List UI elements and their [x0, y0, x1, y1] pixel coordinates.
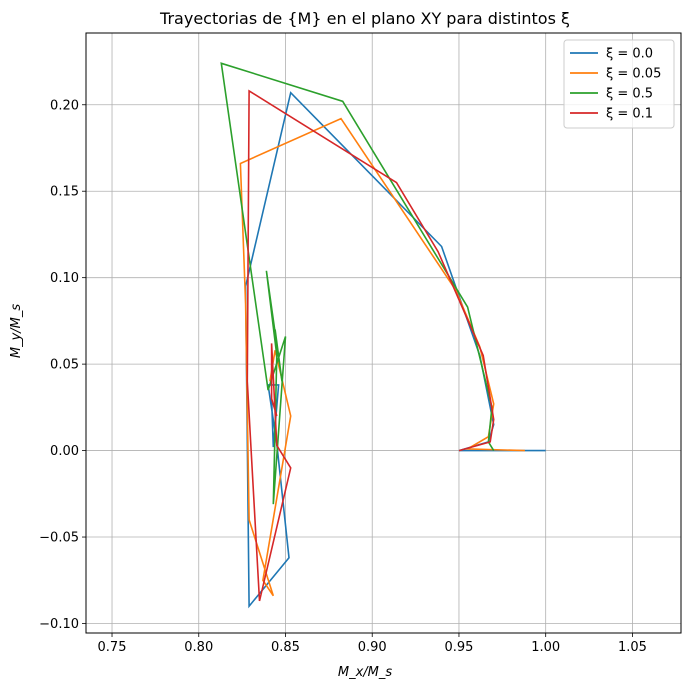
chart-title: Trayectorias de {M} en el plano XY para …	[159, 9, 570, 28]
x-tick-label: 0.90	[358, 640, 387, 655]
grid	[86, 33, 681, 633]
x-tick-label: 0.95	[444, 640, 473, 655]
legend-label: ξ = 0.0	[606, 47, 653, 62]
legend-box	[563, 39, 675, 129]
x-tick-label: 1.05	[618, 640, 647, 655]
y-tick-label: −0.10	[39, 617, 79, 632]
legend-label: ξ = 0.1	[606, 107, 653, 122]
x-tick-label: 0.75	[98, 640, 127, 655]
series-lines	[220, 62, 546, 609]
x-tick-label: 0.85	[271, 640, 300, 655]
y-tick-label: 0.05	[50, 358, 79, 373]
x-tick-label: 1.00	[531, 640, 560, 655]
x-tick-label: 0.80	[184, 640, 213, 655]
y-axis-label: M_y/M_s	[9, 304, 24, 359]
y-tick-label: 0.10	[50, 271, 79, 286]
y-tick-label: 0.20	[50, 98, 79, 113]
legend-label: ξ = 0.05	[606, 67, 661, 82]
x-axis: 0.75 0.80 0.85 0.90 0.95 1.00 1.05	[98, 633, 647, 655]
y-tick-label: 0.15	[50, 185, 79, 200]
y-tick-label: 0.00	[50, 444, 79, 459]
y-tick-label: −0.05	[39, 531, 79, 546]
y-axis: −0.10 −0.05 0.00 0.05 0.10 0.15 0.20	[39, 98, 86, 632]
legend: ξ = 0.0 ξ = 0.05 ξ = 0.5 ξ = 0.1	[563, 39, 675, 129]
series-line	[246, 89, 495, 602]
x-axis-label: M_x/M_s	[338, 665, 393, 680]
legend-label: ξ = 0.5	[606, 87, 653, 102]
plot-frame	[85, 32, 682, 634]
